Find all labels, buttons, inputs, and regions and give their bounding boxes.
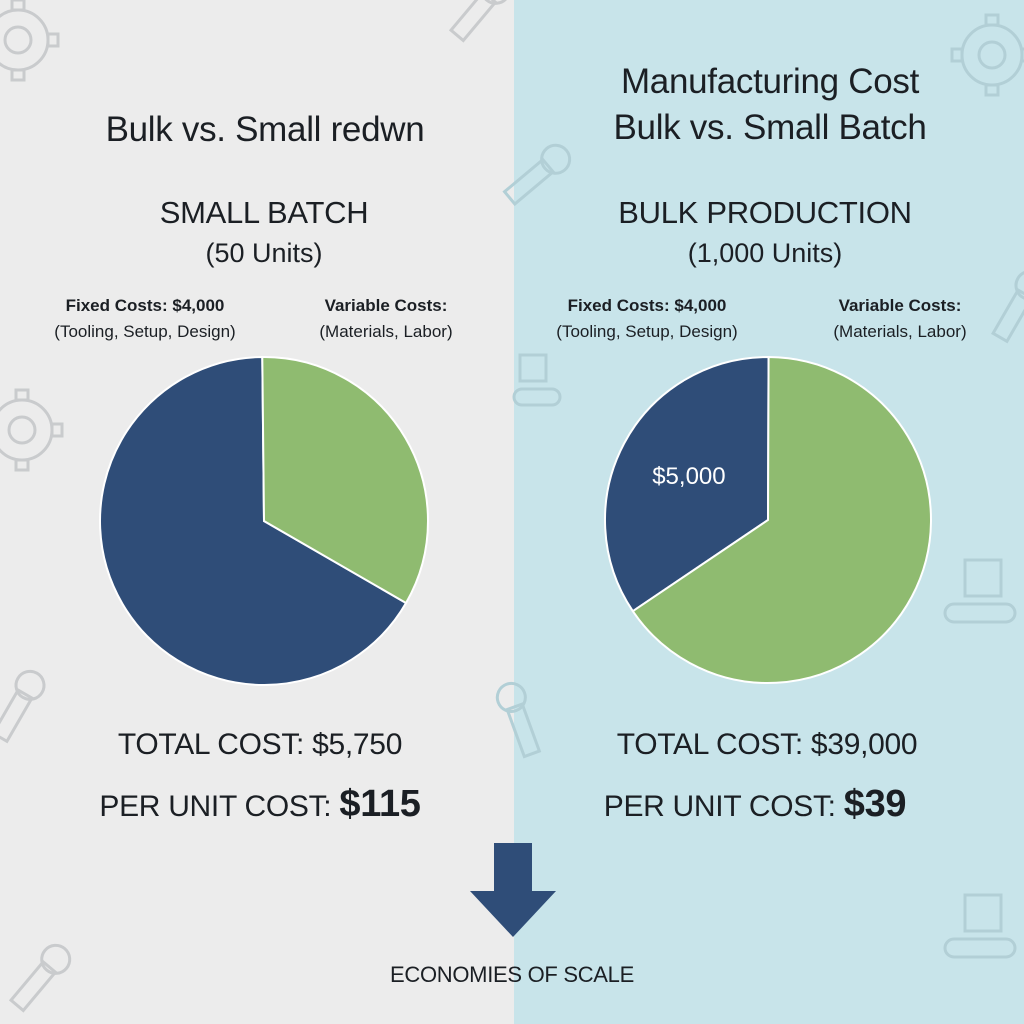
small-batch-per-unit-cost: PER UNIT COST: $115 <box>60 783 460 826</box>
right-title-line1: Manufacturing Cost <box>620 62 920 101</box>
pie-slice-variable-costs <box>261 356 429 605</box>
right-fixed-costs-detail: (Tooling, Setup, Design) <box>556 322 738 341</box>
small-batch-heading: SMALL BATCH <box>159 195 369 230</box>
left-fixed-costs-label: Fixed Costs: $4,000 <box>65 296 225 315</box>
wrench-icon <box>8 943 72 1013</box>
wrench-icon <box>448 0 512 43</box>
small-batch-total-cost: TOTAL COST: $5,750 <box>117 728 403 761</box>
bulk-production-heading: BULK PRODUCTION <box>618 195 912 230</box>
pie-slice-label: $5,000 <box>652 463 725 490</box>
down-arrow-icon <box>470 843 556 937</box>
conveyor-box-icon <box>512 353 562 407</box>
bulk-production-per-unit-cost: PER UNIT COST: $39 <box>555 783 955 826</box>
per-unit-value: $115 <box>339 783 421 825</box>
right-fixed-costs-label: Fixed Costs: $4,000 <box>567 296 727 315</box>
left-variable-costs-label: Variable Costs: <box>324 296 448 315</box>
gear-icon <box>0 0 60 82</box>
gear-icon <box>0 388 64 472</box>
per-unit-prefix: PER UNIT COST: <box>99 790 332 823</box>
pie-slice-fixed-costs <box>604 356 770 613</box>
per-unit-value: $39 <box>843 783 907 825</box>
left-variable-costs-detail: (Materials, Labor) <box>319 322 453 341</box>
right-variable-costs-label: Variable Costs: <box>838 296 962 315</box>
bulk-production-units: (1,000 Units) <box>687 238 843 268</box>
per-unit-prefix: PER UNIT COST: <box>603 790 836 823</box>
economies-of-scale-caption: ECONOMIES OF SCALE <box>390 962 634 987</box>
small-batch-units: (50 Units) <box>205 238 323 268</box>
conveyor-box-icon <box>943 558 1017 624</box>
pie-slice-variable-costs <box>631 355 932 684</box>
wrench-icon <box>502 143 572 207</box>
conveyor-box-icon <box>943 893 1017 959</box>
left-fixed-costs-detail: (Tooling, Setup, Design) <box>54 322 236 341</box>
wrench-icon <box>991 269 1024 344</box>
wrench-icon <box>495 681 542 759</box>
bulk-production-pie-chart: $5,000 <box>604 355 932 684</box>
left-title: Bulk vs. Small redwn <box>105 110 425 149</box>
right-title-line2: Bulk vs. Small Batch <box>613 108 927 147</box>
small-batch-pie-chart <box>99 355 429 686</box>
pie-slice-fixed-costs <box>99 355 408 686</box>
gear-icon <box>950 13 1024 97</box>
wrench-icon <box>0 669 46 744</box>
bulk-production-total-cost: TOTAL COST: $39,000 <box>616 728 918 761</box>
right-variable-costs-detail: (Materials, Labor) <box>833 322 967 341</box>
